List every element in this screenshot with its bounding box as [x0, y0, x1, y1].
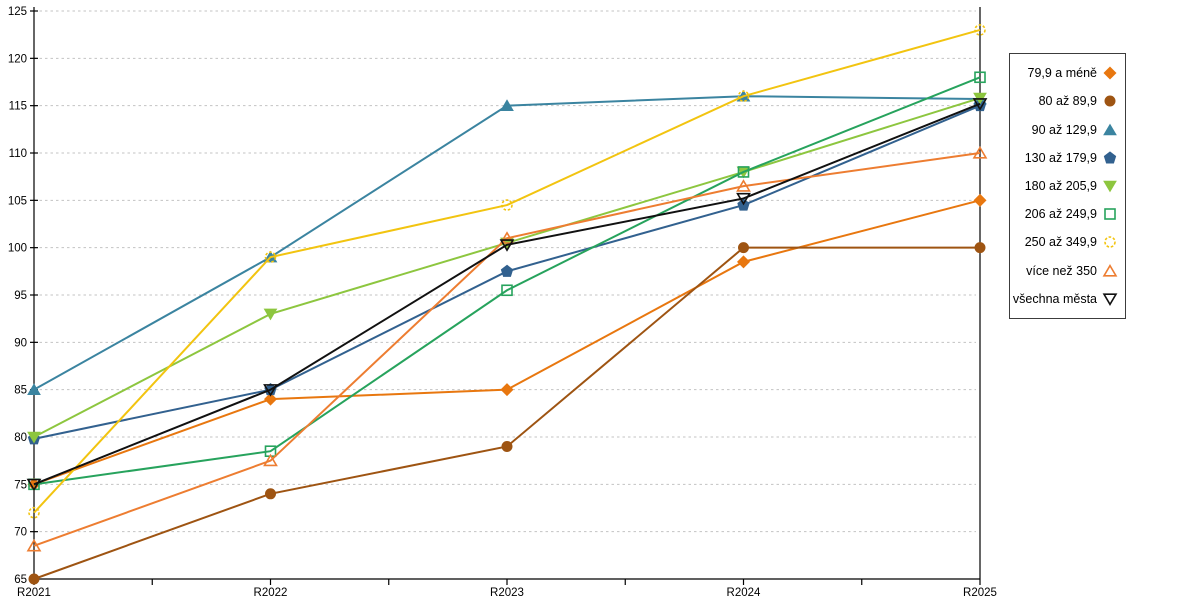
axis-labels: 65 70 75 80 85 90 95 100 105 110 115 120 125 R2021 R20…	[8, 6, 997, 599]
y-tick-label: 80	[14, 432, 27, 444]
data-point	[736, 255, 751, 269]
x-tick-label: R2025	[963, 587, 997, 599]
y-tick-label: 115	[9, 101, 27, 113]
data-point	[972, 98, 988, 111]
legend-label: 206 až 249,9	[1024, 207, 1097, 222]
legend-item: 180 až 205,9	[1014, 173, 1118, 199]
circle-marker-icon	[1104, 236, 1116, 249]
data-point	[27, 383, 41, 395]
legend-item: 79,9 a méně	[1014, 60, 1118, 86]
data-point	[500, 264, 514, 277]
legend-label: 250 až 349,9	[1024, 235, 1097, 250]
data-point	[974, 71, 986, 84]
y-tick-label: 75	[14, 479, 27, 491]
data-point	[28, 506, 40, 519]
x-tick-label: R2023	[490, 587, 524, 599]
x-tick-label: R2024	[727, 587, 761, 599]
legend-label: 90 až 129,9	[1031, 122, 1097, 137]
data-point	[737, 90, 750, 102]
series-6	[28, 24, 986, 519]
data-point	[972, 146, 988, 159]
legend-label: více než 350	[1026, 263, 1097, 278]
data-point	[500, 99, 514, 111]
data-point	[263, 384, 278, 397]
series-line	[33, 102, 981, 486]
legend-item: 250 až 349,9	[1014, 229, 1118, 255]
triangle-down-marker-icon	[1102, 293, 1118, 306]
data-point	[263, 392, 278, 406]
pentagon-marker-icon	[1103, 151, 1117, 164]
series-5	[28, 71, 986, 491]
series-7	[26, 146, 988, 552]
data-point	[736, 192, 751, 206]
series-8	[26, 98, 988, 492]
triangle-up-marker-icon	[1102, 263, 1118, 277]
legend-item: všechna města	[1012, 286, 1118, 312]
triangle-down-marker-icon	[1103, 180, 1117, 193]
y-tick-label: 95	[14, 290, 27, 302]
legend-label: všechna města	[1012, 291, 1097, 306]
x-tick-label: R2022	[254, 587, 288, 599]
data-point	[264, 251, 277, 263]
data-point	[26, 478, 42, 492]
data-point	[28, 573, 40, 585]
y-tick-label: 90	[14, 337, 27, 349]
chart-legend: 79,9 a méně 80 až 89,9 90 až 129,9 130 až 1…	[1009, 53, 1126, 319]
y-tick-label: 65	[14, 574, 27, 586]
legend-label: 80 až 89,9	[1038, 94, 1097, 109]
legend-label: 180 až 205,9	[1024, 178, 1097, 193]
legend-label: 130 až 179,9	[1024, 150, 1097, 165]
series-1	[28, 242, 986, 585]
x-tick-label: R2021	[17, 587, 51, 599]
y-tick-label: 70	[14, 527, 27, 539]
data-point	[499, 239, 515, 252]
legend-item: více než 350	[1014, 258, 1118, 284]
legend-item: 80 až 89,9	[1014, 88, 1118, 114]
data-point	[737, 166, 750, 178]
series-line	[33, 76, 981, 486]
data-point	[501, 199, 513, 211]
legend-item: 130 až 179,9	[1014, 145, 1118, 171]
data-point	[501, 440, 513, 452]
square-marker-icon	[1104, 208, 1116, 220]
data-point	[973, 193, 987, 207]
series-line	[33, 152, 981, 547]
diamond-marker-icon	[1103, 66, 1117, 80]
series-0	[27, 193, 987, 491]
data-point	[263, 453, 278, 467]
data-point	[500, 383, 514, 397]
data-point	[263, 308, 278, 321]
data-point	[265, 488, 276, 500]
legend-label: 79,9 a méně	[1027, 66, 1098, 81]
data-point	[499, 231, 515, 244]
data-point	[974, 24, 986, 36]
data-point	[501, 284, 513, 297]
data-point	[974, 242, 986, 254]
y-tick-label: 125	[8, 6, 27, 18]
data-point	[736, 179, 751, 192]
triangle-up-marker-icon	[1103, 123, 1117, 135]
circle-marker-icon	[1104, 95, 1116, 107]
y-tick-label: 100	[8, 243, 27, 255]
y-tick-label: 85	[14, 385, 27, 397]
y-tick-label: 105	[8, 195, 27, 207]
data-point	[26, 538, 42, 552]
legend-item: 206 až 249,9	[1014, 201, 1118, 227]
legend-item: 90 až 129,9	[1014, 117, 1118, 143]
series-line	[33, 28, 981, 514]
data-point	[27, 431, 41, 444]
y-tick-label: 110	[9, 148, 27, 160]
y-tick-label: 120	[8, 53, 27, 65]
data-point	[738, 242, 749, 254]
series-line	[33, 246, 980, 580]
